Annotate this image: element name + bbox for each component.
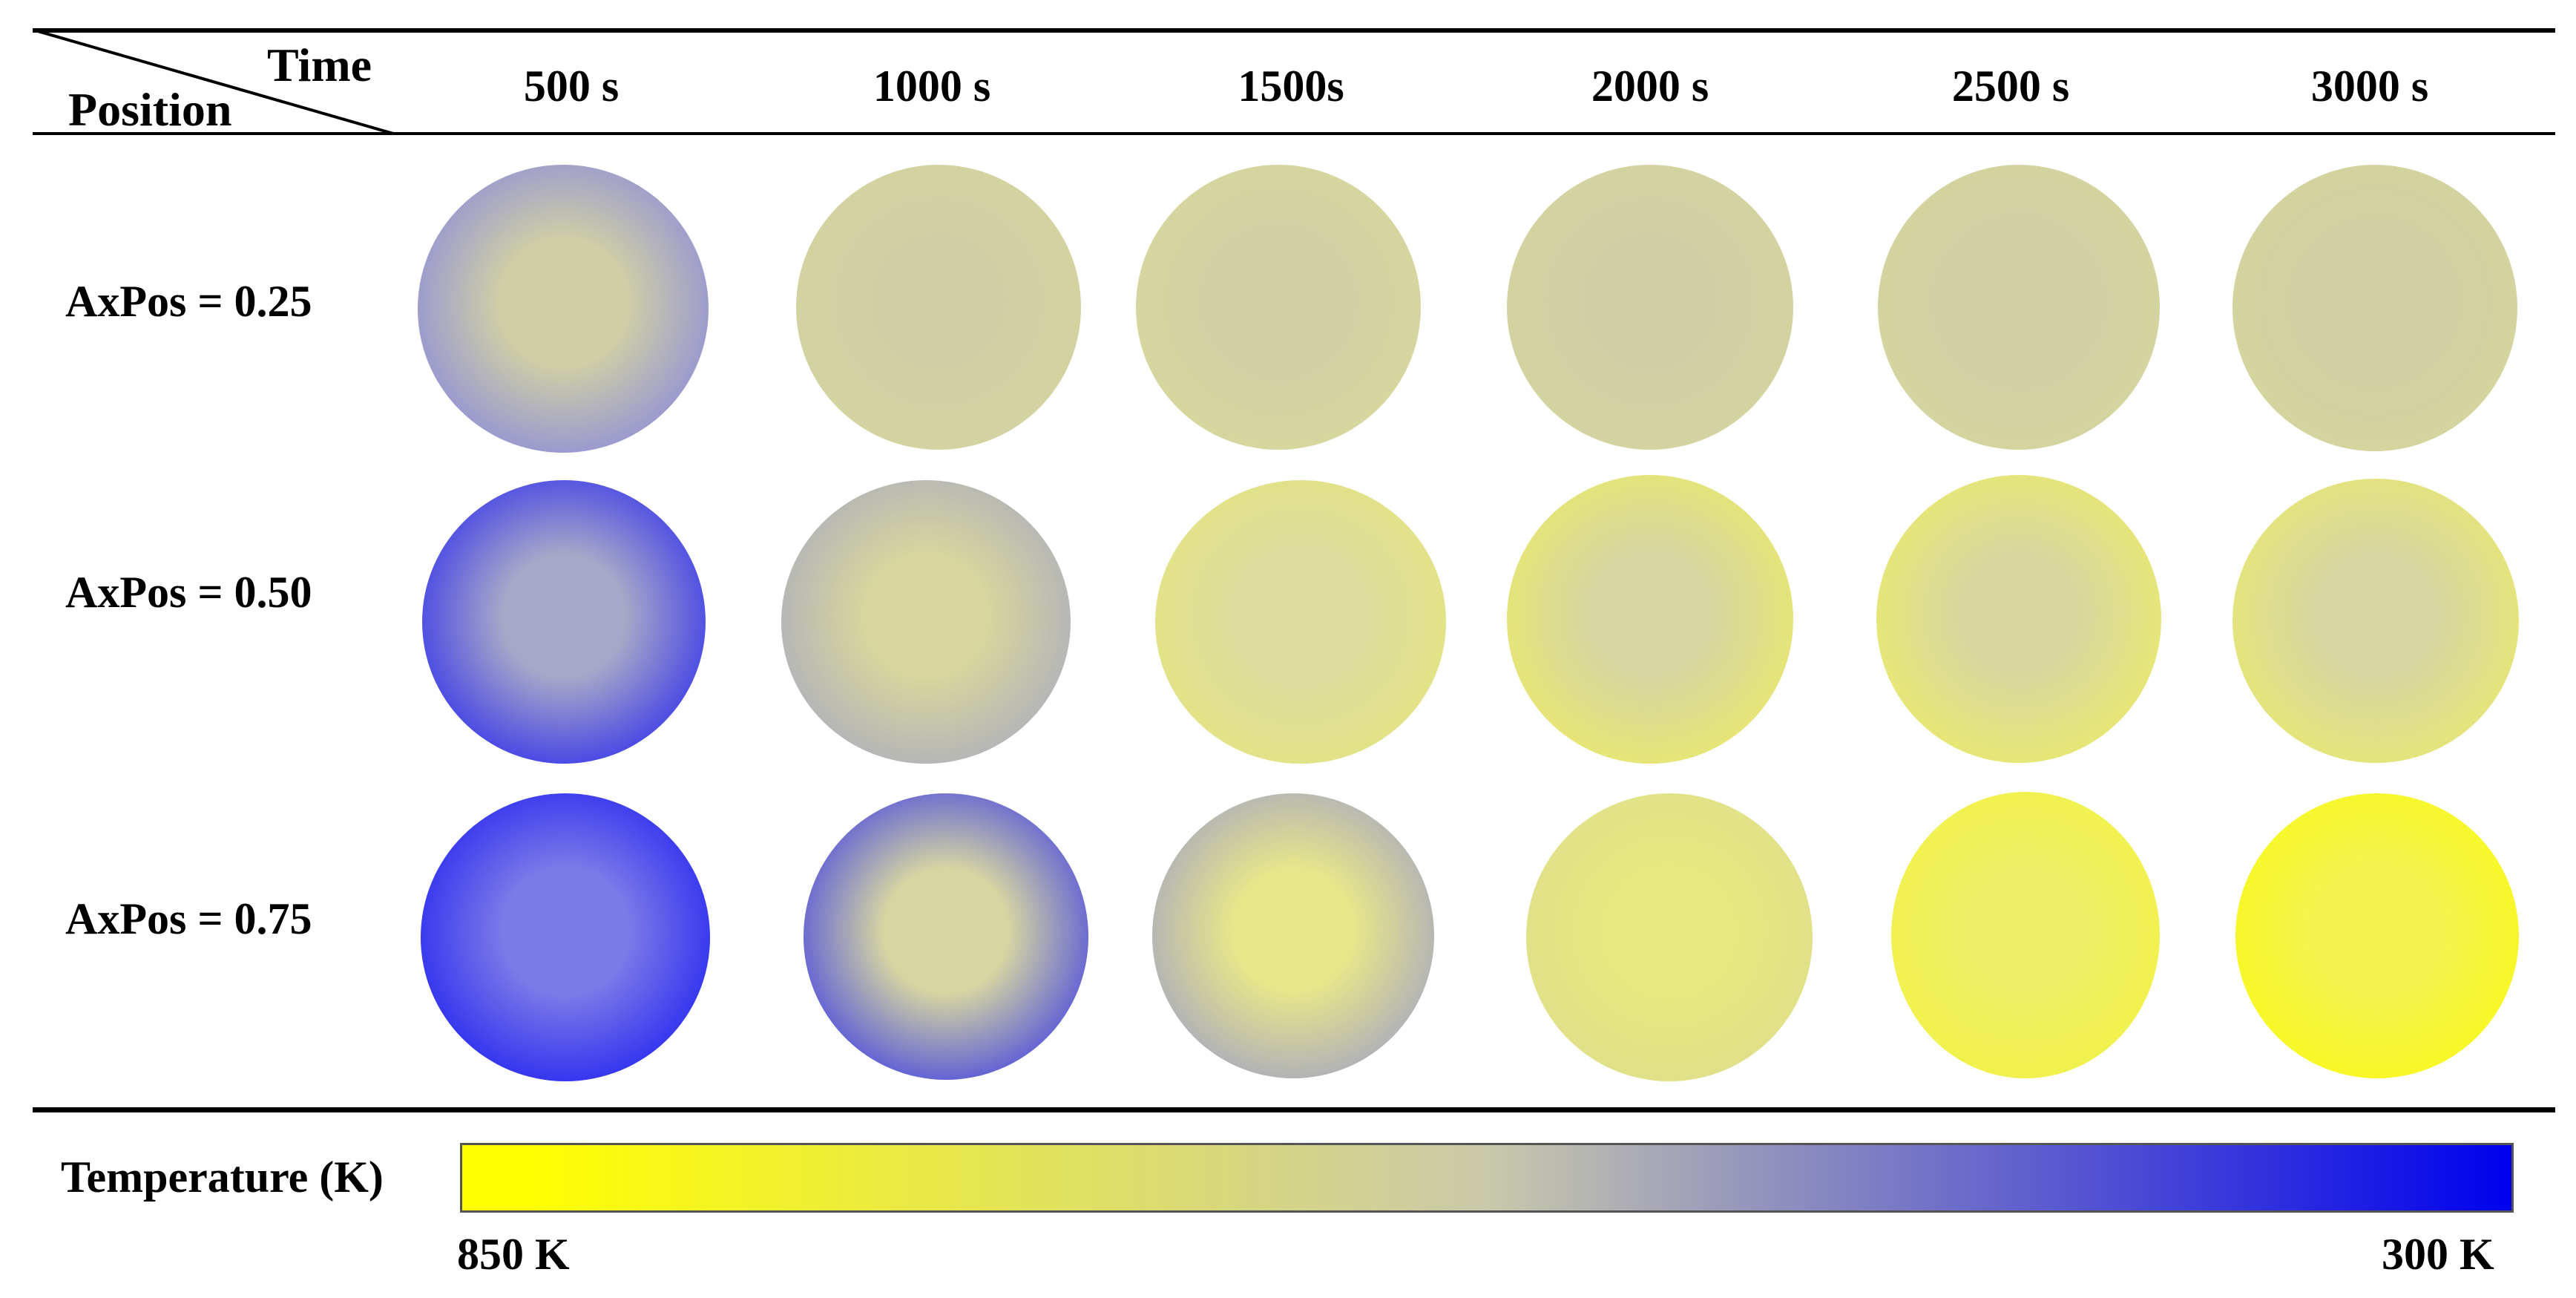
- row-label-axpos-050: AxPos = 0.50: [65, 568, 312, 617]
- legend-title: Temperature (K): [61, 1153, 384, 1202]
- legend-min-label: 300 K: [2382, 1230, 2494, 1279]
- temperature-disk: [2235, 793, 2519, 1078]
- row-label-axpos-075: AxPos = 0.75: [65, 894, 312, 943]
- temperature-disk: [1876, 475, 2161, 763]
- position-header: Position: [68, 83, 232, 136]
- temperature-disk: [796, 165, 1081, 450]
- temperature-colorbar: [460, 1143, 2514, 1213]
- temperature-disk: [1507, 475, 1793, 764]
- row-label-axpos-025: AxPos = 0.25: [65, 277, 312, 326]
- header-diagonal-line: [33, 30, 393, 134]
- top-rule: [33, 28, 2555, 33]
- column-header-3000s: 3000 s: [2310, 62, 2429, 111]
- temperature-disk: [1526, 793, 1813, 1081]
- temperature-disk: [418, 165, 709, 453]
- header-rule: [33, 132, 2555, 135]
- column-header-500s: 500 s: [523, 62, 620, 111]
- temperature-disk: [421, 793, 710, 1081]
- column-header-1500s: 1500s: [1238, 62, 1344, 111]
- time-header: Time: [267, 39, 372, 91]
- temperature-disk: [804, 793, 1088, 1080]
- column-header-2000s: 2000 s: [1591, 62, 1709, 111]
- temperature-disk: [422, 480, 706, 764]
- legend-rule: [33, 1107, 2555, 1112]
- temperature-disk: [2232, 479, 2519, 763]
- temperature-disk: [1507, 165, 1793, 450]
- temperature-disk: [1152, 793, 1434, 1078]
- column-header-1000s: 1000 s: [873, 62, 991, 111]
- temperature-disk: [781, 480, 1071, 764]
- temperature-disk: [1878, 165, 2160, 450]
- column-header-2500s: 2500 s: [1951, 62, 2070, 111]
- temperature-disk: [2232, 165, 2517, 451]
- temperature-disk: [1891, 792, 2160, 1078]
- temperature-disk: [1136, 165, 1421, 450]
- legend-max-label: 850 K: [457, 1230, 570, 1279]
- temperature-disk: [1155, 480, 1446, 764]
